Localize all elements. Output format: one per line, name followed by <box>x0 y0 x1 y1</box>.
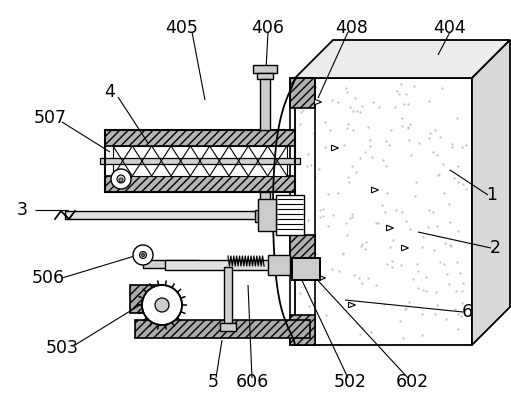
Polygon shape <box>402 245 408 251</box>
Bar <box>105 176 295 192</box>
Bar <box>295 78 472 345</box>
Text: 507: 507 <box>34 109 66 127</box>
Bar <box>142 285 182 325</box>
Bar <box>135 320 310 338</box>
Text: 408: 408 <box>336 19 368 37</box>
Bar <box>105 130 295 192</box>
Circle shape <box>111 169 131 189</box>
Text: 506: 506 <box>32 269 64 287</box>
Polygon shape <box>314 99 321 105</box>
Text: 6: 6 <box>461 303 473 321</box>
Bar <box>290 78 315 345</box>
Polygon shape <box>318 275 326 281</box>
Bar <box>143 260 198 268</box>
Text: 406: 406 <box>251 19 285 37</box>
Text: 606: 606 <box>236 373 269 391</box>
Polygon shape <box>371 187 379 193</box>
Bar <box>224 267 232 327</box>
Text: 503: 503 <box>45 339 79 357</box>
Bar <box>290 235 315 270</box>
Bar <box>260 79 270 130</box>
Bar <box>105 130 295 146</box>
Bar <box>268 255 290 275</box>
Polygon shape <box>332 145 338 151</box>
Text: 502: 502 <box>334 373 366 391</box>
Bar <box>292 258 320 280</box>
Bar <box>258 199 276 231</box>
Bar <box>100 158 300 164</box>
Text: 5: 5 <box>207 373 219 391</box>
Circle shape <box>117 175 125 183</box>
Bar <box>65 211 293 219</box>
Bar <box>130 285 162 313</box>
Bar <box>257 73 273 79</box>
Bar <box>290 315 315 345</box>
Polygon shape <box>295 40 510 78</box>
Circle shape <box>133 245 153 265</box>
Text: 2: 2 <box>490 239 500 257</box>
Circle shape <box>155 298 169 312</box>
Text: 1: 1 <box>486 186 498 204</box>
Bar <box>220 323 236 331</box>
Polygon shape <box>349 302 356 308</box>
Bar <box>253 65 277 73</box>
Text: 602: 602 <box>396 373 429 391</box>
Polygon shape <box>386 225 393 231</box>
Bar <box>292 258 320 280</box>
Polygon shape <box>472 40 510 345</box>
Bar <box>165 260 295 270</box>
Text: 404: 404 <box>434 19 467 37</box>
Text: 405: 405 <box>166 19 198 37</box>
Bar <box>260 192 270 210</box>
Bar <box>292 258 320 280</box>
Bar <box>276 195 304 235</box>
Bar <box>258 199 276 231</box>
Circle shape <box>140 252 147 258</box>
Bar <box>290 78 315 108</box>
Circle shape <box>142 254 145 256</box>
Circle shape <box>142 285 182 325</box>
Bar <box>255 210 275 222</box>
Text: 3: 3 <box>16 201 28 219</box>
Circle shape <box>119 178 123 182</box>
Text: 4: 4 <box>105 83 115 101</box>
Bar <box>113 146 287 176</box>
